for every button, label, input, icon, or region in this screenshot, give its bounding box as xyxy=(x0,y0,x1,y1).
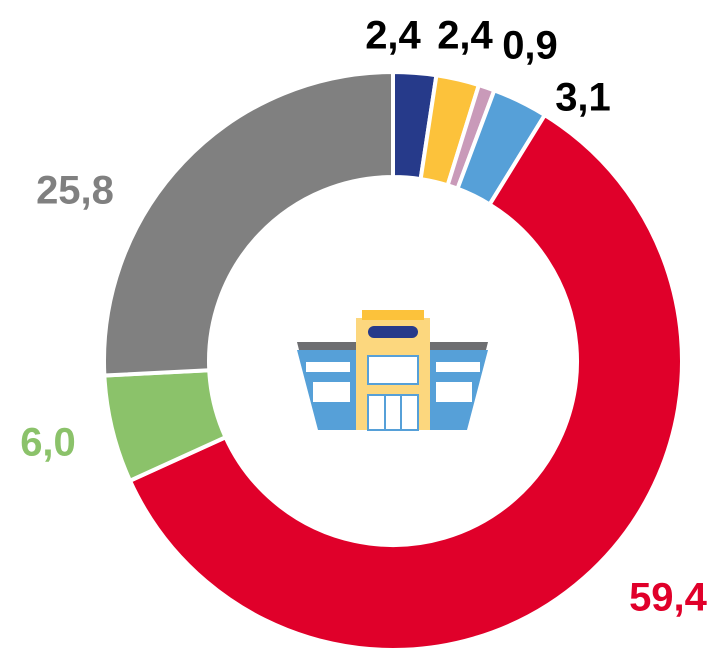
data-label: 2,4 xyxy=(437,14,493,58)
data-label: 3,1 xyxy=(555,76,611,120)
data-label: 59,4 xyxy=(629,576,708,620)
data-label: 0,9 xyxy=(502,24,558,68)
data-label: 6,0 xyxy=(20,421,76,465)
donut-segment xyxy=(102,69,395,378)
building-icon xyxy=(297,310,488,431)
data-label: 25,8 xyxy=(36,169,114,213)
data-label: 2,4 xyxy=(365,14,421,58)
donut-segment xyxy=(127,112,684,650)
